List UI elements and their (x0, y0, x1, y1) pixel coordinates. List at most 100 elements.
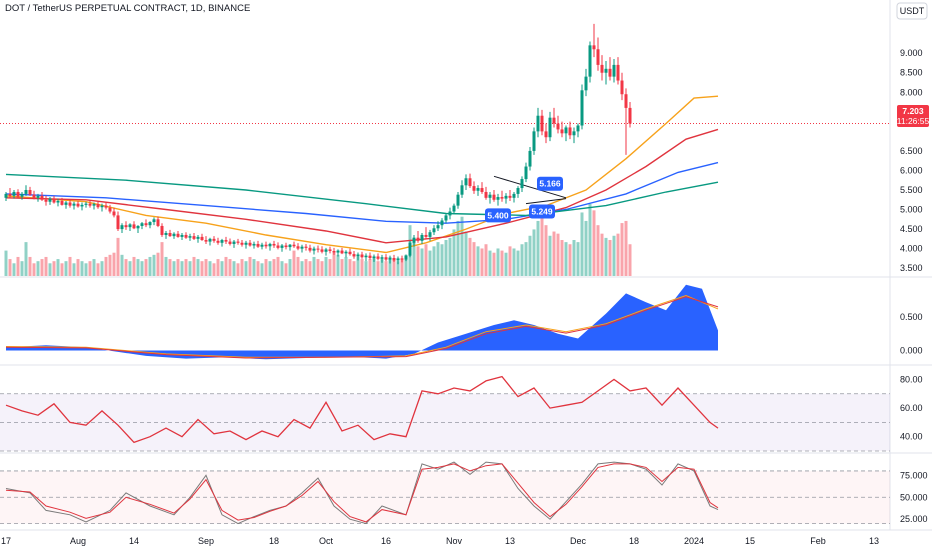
volume-bar (404, 254, 408, 276)
currency-button[interactable]: USDT (896, 2, 928, 20)
candle-body (196, 236, 200, 239)
volume-bar (308, 261, 312, 276)
candle-body (412, 237, 416, 243)
x-tick-label: 14 (129, 536, 139, 546)
candle-body (408, 242, 412, 256)
volume-bar (192, 256, 196, 276)
candle-body (268, 243, 272, 247)
y-tick-label: 6.500 (900, 146, 923, 156)
candle-body (124, 225, 128, 228)
candle-body (96, 204, 100, 208)
candle-body (64, 202, 68, 205)
y-tick-label: 5.500 (900, 185, 923, 195)
volume-bar (304, 259, 308, 276)
volume-bar (288, 259, 292, 276)
rsi-line (5, 375, 719, 444)
candle-body (212, 238, 216, 241)
candle-body (224, 240, 228, 242)
volume-bar (592, 210, 596, 276)
volume-bar (516, 250, 520, 276)
candle-body (92, 204, 96, 206)
candle-body (580, 90, 584, 126)
candle-body (132, 224, 136, 229)
candle-body (572, 131, 576, 136)
volume-bar (588, 204, 592, 276)
candle-body (128, 224, 132, 228)
candle-body (584, 76, 588, 91)
candle-body (516, 188, 520, 194)
candle-body (168, 233, 172, 237)
volume-bar (528, 235, 532, 276)
candle-body (356, 254, 360, 257)
panels: 5.1665.4005.2499.0008.5008.0007.5006.500… (0, 0, 932, 531)
volume-bar (180, 261, 184, 276)
annotation-label: 5.249 (531, 207, 553, 217)
candle-body (244, 242, 248, 245)
volume-bar (444, 240, 448, 276)
volume-bar (332, 252, 336, 276)
price-tag-countdown: 11:26:55 (897, 116, 930, 126)
volume-bar (116, 237, 120, 276)
stoch-line (5, 463, 719, 523)
volume-bar (548, 235, 552, 276)
candle-body (428, 232, 432, 237)
candle-body (312, 248, 316, 251)
candle-body (216, 240, 220, 243)
volume-bar (248, 256, 252, 276)
candle-body (364, 255, 368, 258)
candle-body (248, 242, 252, 246)
candle-body (76, 203, 80, 207)
candle-body (44, 199, 48, 202)
candle-body (164, 233, 168, 235)
candle-body (440, 220, 444, 226)
candle-body (616, 64, 620, 81)
candle-body (464, 178, 468, 186)
volume-bar (200, 261, 204, 276)
y-tick-label: 0.500 (900, 312, 923, 322)
volume-bar (564, 242, 568, 276)
volume-bar (60, 263, 64, 276)
pattern-trendline (525, 198, 567, 205)
candle-body (368, 255, 372, 259)
macd-line (5, 294, 719, 358)
candle-body (344, 251, 348, 254)
currency-label: USDT (900, 6, 925, 16)
volume-bar (36, 261, 40, 276)
volume-bar (584, 220, 588, 276)
volume-bar (608, 240, 612, 276)
volume-bar (468, 237, 472, 276)
candle-body (256, 243, 260, 247)
candle-body (316, 248, 320, 250)
volume-bar (276, 256, 280, 276)
volume-bar (472, 242, 476, 276)
candle-body (476, 188, 480, 191)
x-tick-label: 13 (505, 536, 515, 546)
candle-body (12, 191, 16, 196)
volume-bar (376, 261, 380, 276)
candle-body (276, 245, 280, 248)
volume-bar (236, 263, 240, 276)
candle-body (564, 127, 568, 134)
volume-bar (364, 261, 368, 276)
y-tick-label: 8.000 (900, 87, 923, 97)
volume-bar (260, 263, 264, 276)
volume-bar (368, 259, 372, 276)
volume-bar (348, 259, 352, 276)
candle-body (436, 225, 440, 229)
candle-body (432, 228, 436, 233)
volume-bar (108, 254, 112, 276)
candle-body (372, 256, 376, 259)
candle-body (284, 245, 288, 248)
volume-bar (132, 256, 136, 276)
volume-bar (64, 261, 68, 276)
volume-bar (148, 256, 152, 276)
volume-bar (352, 261, 356, 276)
volume-bar (316, 259, 320, 276)
candle-body (100, 205, 104, 208)
volume-bar (256, 261, 260, 276)
candle-body (376, 256, 380, 259)
candle-body (84, 203, 88, 205)
volume-bar (340, 259, 344, 276)
volume-bar (492, 252, 496, 276)
